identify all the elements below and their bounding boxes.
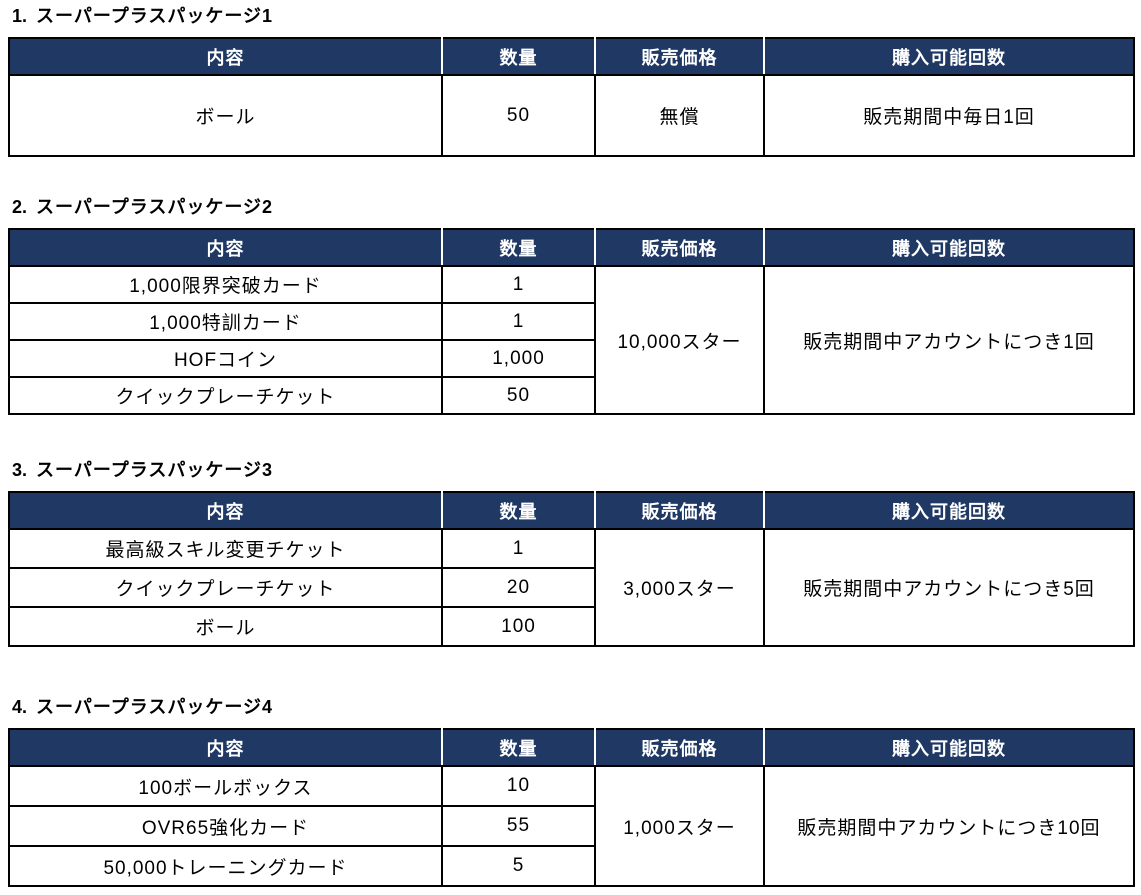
column-header: 販売価格 [594,228,765,267]
item-qty-cell: 1 [441,302,596,341]
package-table: 内容 数量 販売価格 購入可能回数 100ボールボックス 10 1,000スター 販売期間中… [8,728,1135,887]
table-row: 1,000限界突破カード 1 10,000スター 販売期間中アカウントにつき1回 [8,265,1135,415]
item-name-cell: 100ボールボックス [8,765,443,807]
column-header: 購入可能回数 [763,37,1135,76]
table-header-row: 内容 数量 販売価格 購入可能回数 [8,228,1135,267]
column-header: 数量 [441,728,596,767]
item-name-cell: 1,000特訓カード [8,302,443,341]
column-header: 内容 [8,491,443,530]
package-number: 3. [12,460,28,480]
package-title: スーパープラスパッケージ4 [36,697,274,717]
item-name-cell: 最高級スキル変更チケット [8,528,443,569]
item-qty-cell: 55 [441,805,596,847]
package-section: 4. スーパープラスパッケージ4 内容 数量 販売価格 購入可能回数 100ボールボック… [8,695,1135,887]
item-qty-cell: 1 [441,528,596,569]
package-heading: 1. スーパープラスパッケージ1 [12,4,1133,28]
price-cell: 10,000スター [594,265,765,415]
package-title: スーパープラスパッケージ1 [36,6,274,26]
table-header-row: 内容 数量 販売価格 購入可能回数 [8,728,1135,767]
item-name-cell: ボール [8,606,443,647]
package-table: 内容 数量 販売価格 購入可能回数 ボール 50 無償 販売期間中毎日1回 [8,37,1135,157]
price-cell: 3,000スター [594,528,765,647]
table-header-row: 内容 数量 販売価格 購入可能回数 [8,37,1135,76]
item-qty-cell: 5 [441,845,596,887]
table-row: HOFコイン 1,000 [8,339,1134,378]
package-section: 1. スーパープラスパッケージ1 内容 数量 販売価格 購入可能回数 ボール 50 無償 販売… [8,4,1135,157]
package-number: 2. [12,197,28,217]
table-row: クイックプレーチケット 50 [8,376,1134,415]
item-name-cell: 1,000限界突破カード [8,265,443,304]
table-row: 1,000特訓カード 1 [8,302,1134,341]
purchase-limit-cell: 販売期間中アカウントにつき1回 [763,265,1135,415]
item-name-cell: OVR65強化カード [8,805,443,847]
column-header: 内容 [8,728,443,767]
package-heading: 4. スーパープラスパッケージ4 [12,695,1133,719]
column-header: 内容 [8,228,443,267]
table-row: 最高級スキル変更チケット 1 3,000スター 販売期間中アカウントにつき5回 [8,528,1135,647]
item-qty-cell: 50 [441,74,596,157]
item-qty-cell: 100 [441,606,596,647]
column-header: 購入可能回数 [763,491,1135,530]
package-title: スーパープラスパッケージ3 [36,460,274,480]
item-qty-cell: 10 [441,765,596,807]
column-header: 販売価格 [594,728,765,767]
purchase-limit-cell: 販売期間中アカウントにつき10回 [763,765,1135,887]
item-qty-cell: 1 [441,265,596,304]
package-number: 1. [12,6,28,26]
package-table: 内容 数量 販売価格 購入可能回数 1,000限界突破カード 1 10,000スター 販売期… [8,228,1135,415]
column-header: 販売価格 [594,491,765,530]
column-header: 数量 [441,228,596,267]
item-name-cell: ボール [8,74,443,157]
purchase-limit-cell: 販売期間中毎日1回 [763,74,1135,157]
item-name-cell: HOFコイン [8,339,443,378]
item-name-cell: クイックプレーチケット [8,376,443,415]
column-header: 販売価格 [594,37,765,76]
item-name-cell: クイックプレーチケット [8,567,443,608]
table-row: 100ボールボックス 10 1,000スター 販売期間中アカウントにつき10回 [8,765,1135,887]
item-qty-cell: 50 [441,376,596,415]
package-table: 内容 数量 販売価格 購入可能回数 最高級スキル変更チケット 1 3,000スター 販売期間… [8,491,1135,647]
column-header: 数量 [441,37,596,76]
item-qty-cell: 1,000 [441,339,596,378]
package-number: 4. [12,697,28,717]
price-cell: 1,000スター [594,765,765,887]
table-header-row: 内容 数量 販売価格 購入可能回数 [8,491,1135,530]
item-qty-cell: 20 [441,567,596,608]
package-heading: 3. スーパープラスパッケージ3 [12,458,1133,482]
table-row: クイックプレーチケット 20 [8,567,1134,608]
table-row: ボール 50 無償 販売期間中毎日1回 [8,74,1135,157]
price-cell: 無償 [594,74,765,157]
column-header: 購入可能回数 [763,228,1135,267]
purchase-limit-cell: 販売期間中アカウントにつき5回 [763,528,1135,647]
column-header: 内容 [8,37,443,76]
table-row: ボール 100 [8,606,1134,647]
column-header: 購入可能回数 [763,728,1135,767]
column-header: 数量 [441,491,596,530]
package-section: 3. スーパープラスパッケージ3 内容 数量 販売価格 購入可能回数 最高級スキル変更チ… [8,458,1135,647]
table-row: OVR65強化カード 55 [8,805,1134,847]
table-row: 50,000トレーニングカード 5 [8,845,1134,887]
item-name-cell: 50,000トレーニングカード [8,845,443,887]
package-title: スーパープラスパッケージ2 [36,197,274,217]
package-heading: 2. スーパープラスパッケージ2 [12,195,1133,219]
package-section: 2. スーパープラスパッケージ2 内容 数量 販売価格 購入可能回数 1,000限界突破… [8,195,1135,415]
